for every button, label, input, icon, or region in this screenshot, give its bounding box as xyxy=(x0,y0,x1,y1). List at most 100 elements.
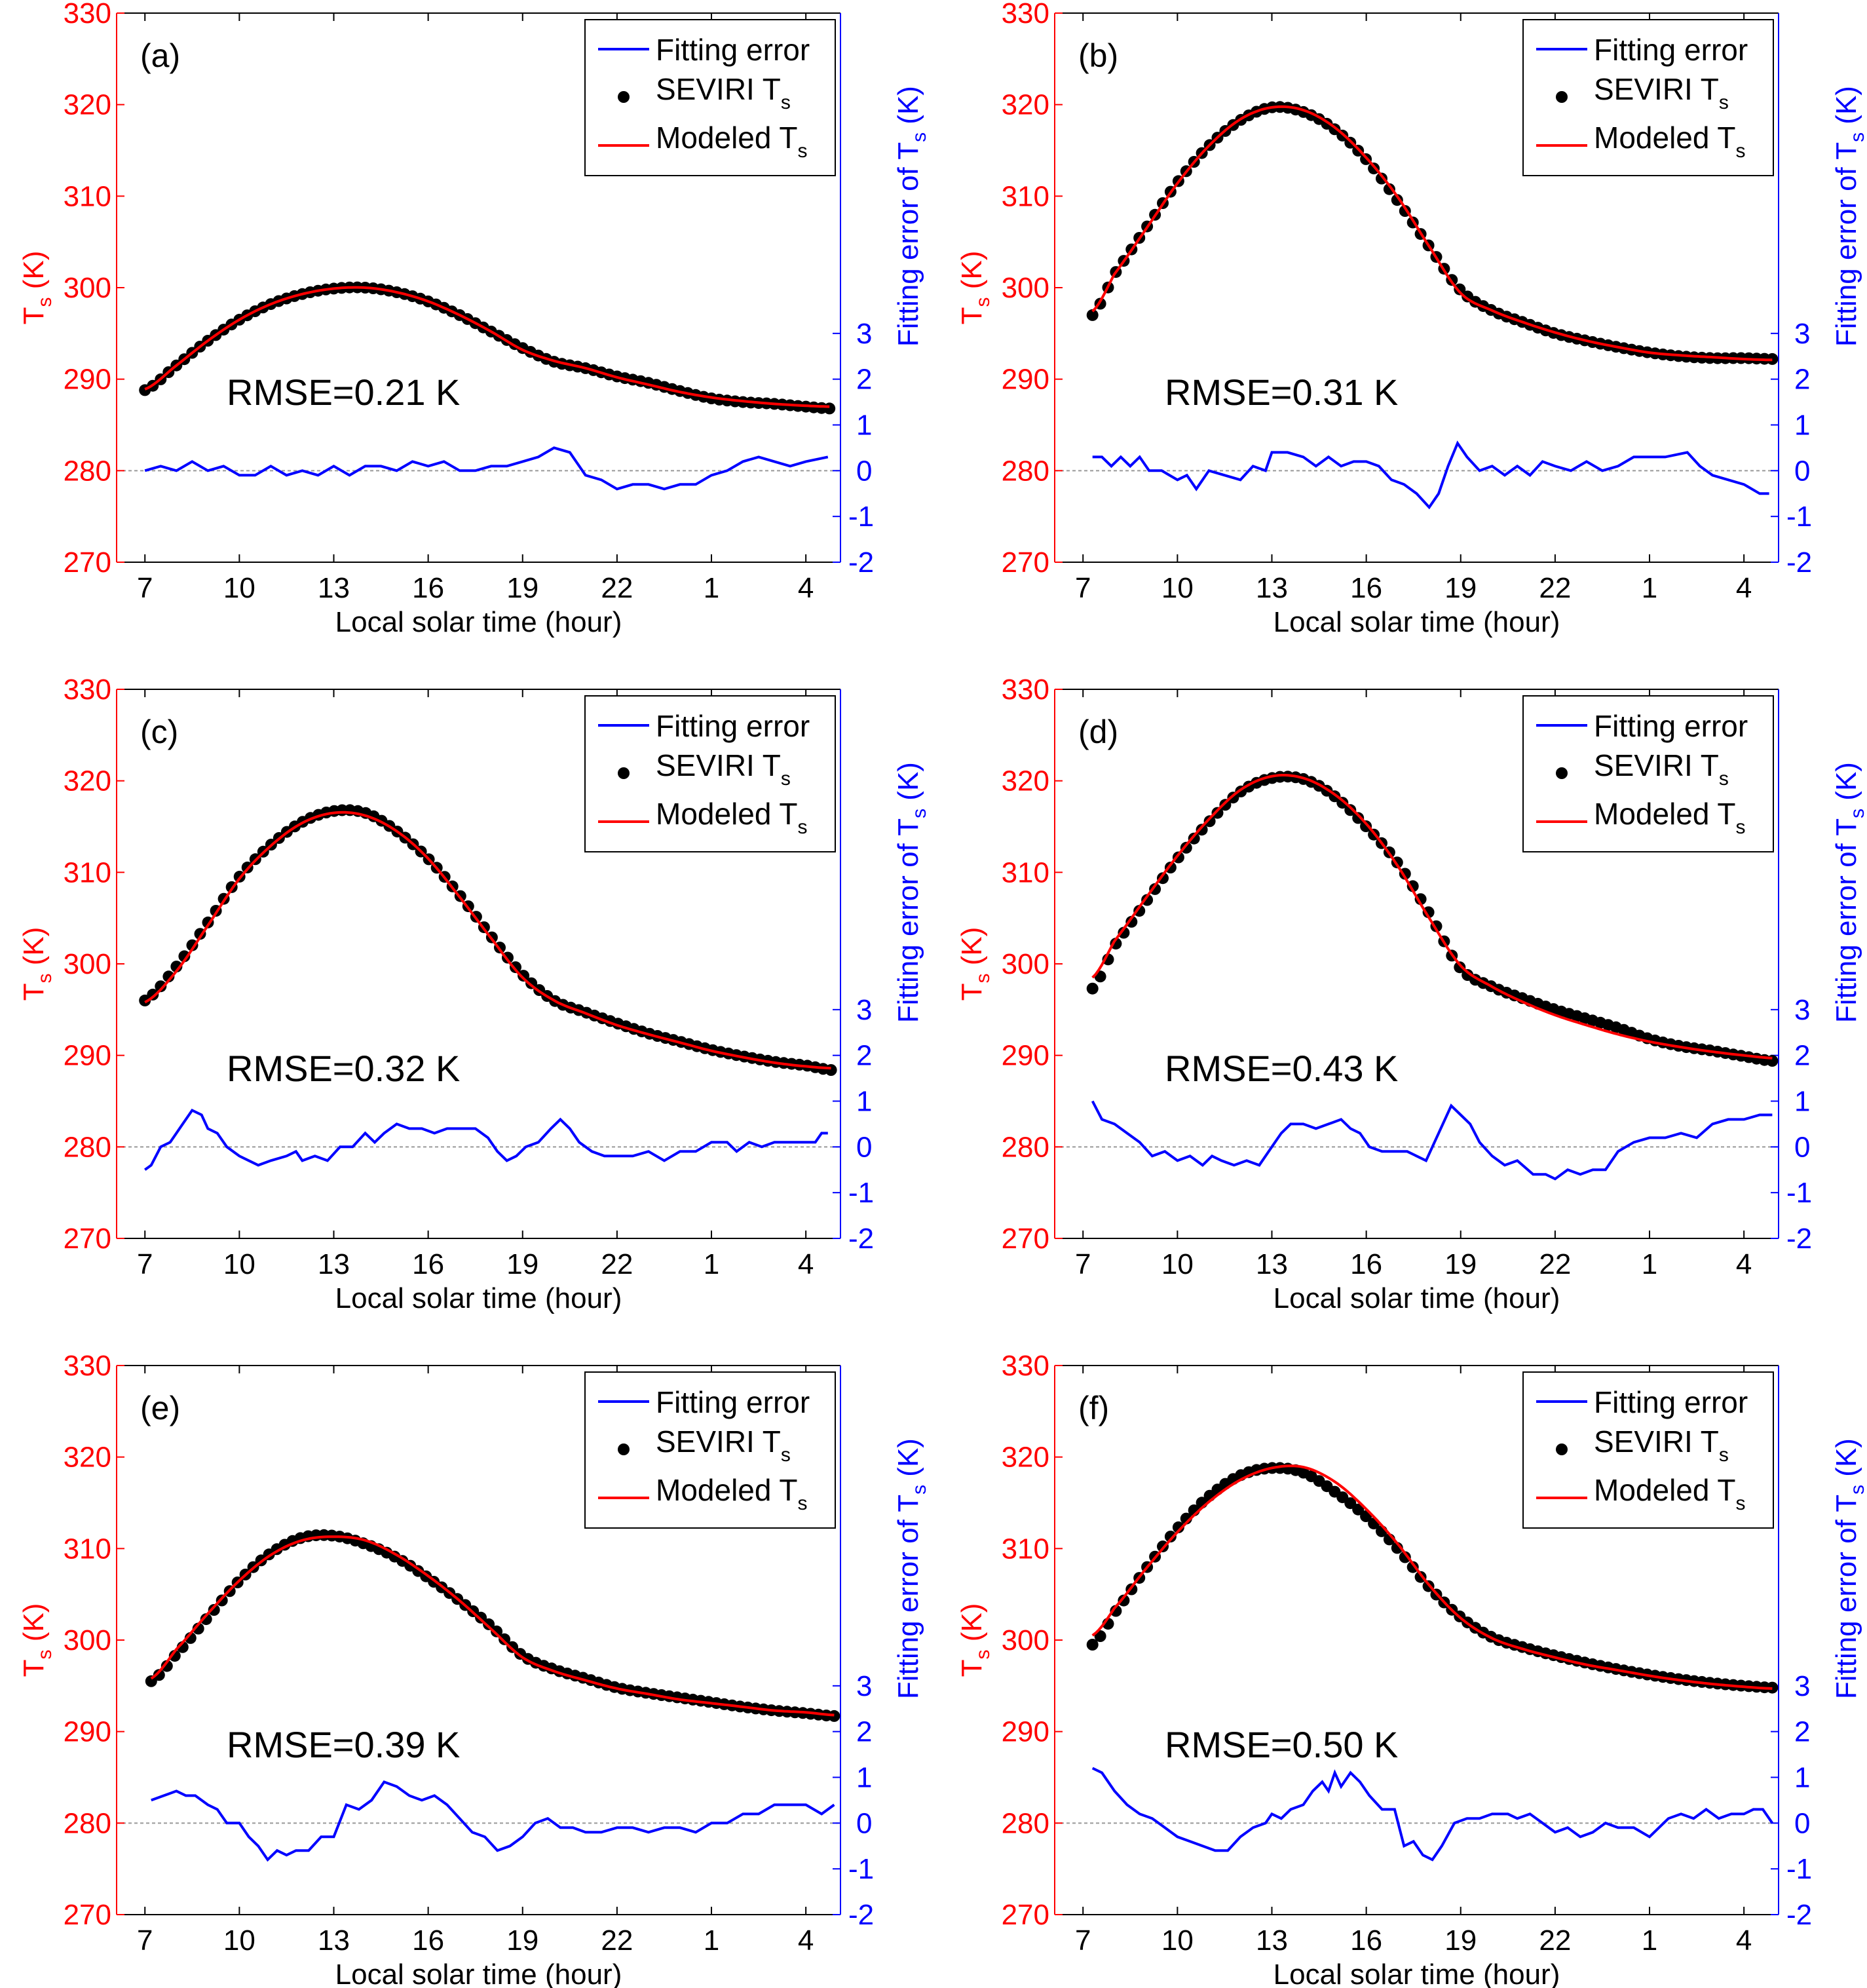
seviri-point xyxy=(518,970,530,982)
x-axis-label: Local solar time (hour) xyxy=(1273,606,1560,638)
y-right-tick-label: 2 xyxy=(1794,364,1810,396)
x-axis-label: Local solar time (hour) xyxy=(335,606,622,638)
seviri-point xyxy=(1086,982,1099,995)
y-right-tick-label: -2 xyxy=(1786,1223,1812,1255)
legend-modeled-sub: s xyxy=(798,140,808,162)
y-left-tick-label: 330 xyxy=(1002,674,1049,706)
x-tick-label: 10 xyxy=(223,572,255,604)
rmse-label: RMSE=0.32 K xyxy=(227,1048,460,1089)
x-tick-label: 16 xyxy=(412,1924,444,1957)
y-left-tick-label: 280 xyxy=(64,1131,111,1163)
seviri-point xyxy=(162,970,175,983)
y-left-tick-label: 290 xyxy=(64,1716,111,1748)
x-tick-label: 13 xyxy=(1256,572,1288,604)
seviri-point xyxy=(1196,824,1208,836)
y-right-label-base: Fitting error of T xyxy=(892,818,924,1023)
legend-modeled-base: Modeled T xyxy=(1594,121,1736,155)
error-line xyxy=(1091,1100,1773,1181)
y-left-axis-label: Ts (K) xyxy=(18,251,56,325)
panel-label: (a) xyxy=(140,37,180,74)
y-left-label-sub: s xyxy=(972,974,994,984)
y-left-tick-label: 290 xyxy=(64,364,111,396)
y-left-tick-label: 270 xyxy=(1002,1899,1049,1931)
seviri-point xyxy=(160,1660,173,1672)
seviri-points xyxy=(1086,771,1779,1067)
y-right-tick-label: 3 xyxy=(856,994,872,1026)
y-right-tick-label: 1 xyxy=(856,410,872,442)
y-right-tick-label: -1 xyxy=(1786,1853,1812,1885)
y-right-tick-label: -1 xyxy=(848,1177,874,1209)
y-left-label-unit: (K) xyxy=(956,1603,988,1650)
y-right-axis-label: Fitting error of Ts (K) xyxy=(892,1438,930,1699)
legend-modeled-label: Modeled Ts xyxy=(656,1473,808,1514)
seviri-point xyxy=(1125,915,1138,928)
legend-seviri-swatch xyxy=(1556,91,1568,103)
y-right-tick-label: 1 xyxy=(856,1762,872,1794)
y-right-label-sub: s xyxy=(909,132,930,142)
chart-panel: 270 280 290 300 310 320 330 -2 -1 0 1 2 3 7 10 13 16 19 22… xyxy=(956,674,1867,1314)
legend-seviri-label: SEVIRI Ts xyxy=(1594,748,1729,790)
x-tick-label: 22 xyxy=(1539,1924,1571,1957)
legend-modeled-sub: s xyxy=(1736,140,1746,162)
x-tick-label: 13 xyxy=(1256,1924,1288,1957)
x-tick-label: 1 xyxy=(704,1924,719,1957)
y-right-label-base: Fitting error of T xyxy=(1830,142,1862,347)
legend-modeled-base: Modeled T xyxy=(656,797,798,831)
modeled-line xyxy=(1091,1464,1773,1690)
y-left-tick-label: 270 xyxy=(64,1223,111,1255)
seviri-point xyxy=(145,1675,157,1687)
y-right-tick-label: 2 xyxy=(1794,1716,1810,1748)
y-right-tick-label: 0 xyxy=(1794,455,1810,487)
x-axis-label: Local solar time (hour) xyxy=(1273,1959,1560,1988)
error-line xyxy=(1091,1767,1774,1862)
legend-seviri-base: SEVIRI T xyxy=(1594,1424,1719,1459)
y-left-label-unit: (K) xyxy=(956,251,988,297)
seviri-point xyxy=(499,1633,511,1645)
rmse-label: RMSE=0.31 K xyxy=(1165,372,1398,413)
seviri-point xyxy=(1133,905,1146,917)
y-right-tick-label: 2 xyxy=(1794,1040,1810,1072)
y-right-tick-label: 1 xyxy=(856,1086,872,1118)
x-tick-label: 7 xyxy=(137,1924,153,1957)
legend-seviri-sub: s xyxy=(1719,768,1729,790)
legend-modeled-label: Modeled Ts xyxy=(1594,797,1746,838)
x-tick-label: 22 xyxy=(1539,1248,1571,1280)
y-left-tick-label: 300 xyxy=(1002,1624,1049,1656)
seviri-point xyxy=(1110,1605,1122,1617)
y-left-label-sub: s xyxy=(34,974,56,984)
x-tick-label: 16 xyxy=(1350,572,1382,604)
modeled-line xyxy=(144,286,830,408)
x-tick-label: 10 xyxy=(223,1248,255,1280)
x-tick-label: 22 xyxy=(601,572,633,604)
legend-seviri-base: SEVIRI T xyxy=(656,72,781,106)
x-tick-label: 13 xyxy=(318,572,350,604)
chart-panel: 270 280 290 300 310 320 330 -2 -1 0 1 2 3 7 10 13 16 19 22… xyxy=(18,0,930,638)
seviri-point xyxy=(1422,906,1435,919)
y-left-label-sub: s xyxy=(972,1650,994,1660)
x-tick-label: 1 xyxy=(704,1248,719,1280)
seviri-point xyxy=(147,988,159,1001)
y-right-tick-label: 0 xyxy=(856,455,872,487)
seviri-point xyxy=(1149,883,1161,895)
y-right-label-base: Fitting error of T xyxy=(1830,818,1862,1023)
y-right-axis-label: Fitting error of Ts (K) xyxy=(1830,1438,1867,1699)
seviri-point xyxy=(828,1710,840,1722)
legend-modeled-base: Modeled T xyxy=(1594,1473,1736,1507)
y-right-tick-label: 3 xyxy=(856,318,872,350)
y-right-tick-label: -2 xyxy=(848,1899,874,1931)
y-left-tick-label: 280 xyxy=(1002,1131,1049,1163)
y-right-label-unit: (K) xyxy=(892,1438,924,1485)
x-tick-label: 10 xyxy=(1161,572,1194,604)
modeled-line xyxy=(1091,774,1773,1060)
y-right-tick-label: -2 xyxy=(1786,1899,1812,1931)
y-left-tick-label: 270 xyxy=(64,1899,111,1931)
chart-panel: 270 280 290 300 310 320 330 -2 -1 0 1 2 3 7 10 13 16 19 22… xyxy=(956,0,1867,638)
chart-panel: 270 280 290 300 310 320 330 -2 -1 0 1 2 3 7 10 13 16 19 22… xyxy=(18,1350,930,1988)
y-left-tick-label: 280 xyxy=(1002,455,1049,487)
y-left-tick-label: 290 xyxy=(1002,1040,1049,1072)
y-right-tick-label: -1 xyxy=(1786,501,1812,533)
seviri-point xyxy=(825,1064,837,1076)
seviri-point xyxy=(1344,804,1357,816)
seviri-point xyxy=(1352,812,1365,824)
